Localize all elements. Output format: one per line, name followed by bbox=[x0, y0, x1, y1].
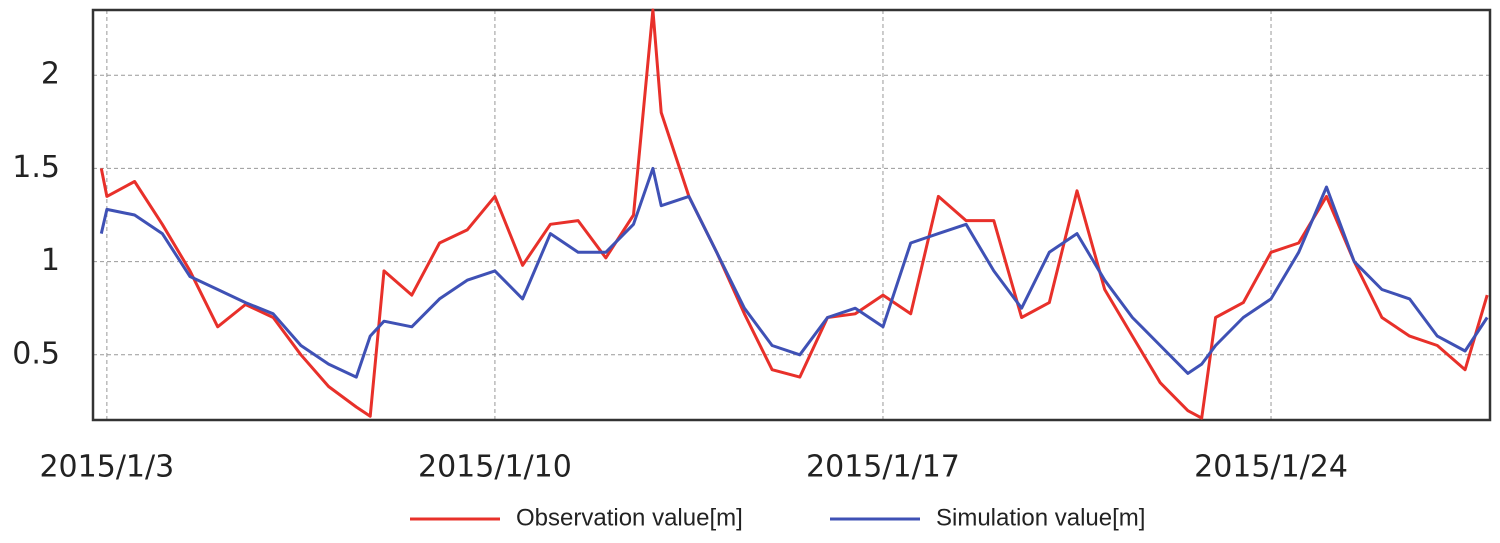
x-tick-label: 2015/1/3 bbox=[39, 450, 174, 485]
series-line bbox=[99, 166, 1489, 379]
y-tick-label: 1 bbox=[41, 243, 60, 278]
legend-label: Simulation value[m] bbox=[936, 504, 1145, 531]
plot-frame bbox=[91, 8, 1492, 422]
x-tick-label: 2015/1/17 bbox=[806, 450, 960, 485]
y-tick-label: 0.5 bbox=[12, 336, 60, 371]
x-tick-label: 2015/1/10 bbox=[418, 450, 572, 485]
series-line bbox=[99, 8, 1489, 420]
x-tick-label: 2015/1/24 bbox=[1194, 450, 1348, 485]
y-tick-label: 2 bbox=[41, 57, 60, 92]
y-tick-label: 1.5 bbox=[12, 150, 60, 185]
legend-label: Observation value[m] bbox=[516, 504, 743, 531]
